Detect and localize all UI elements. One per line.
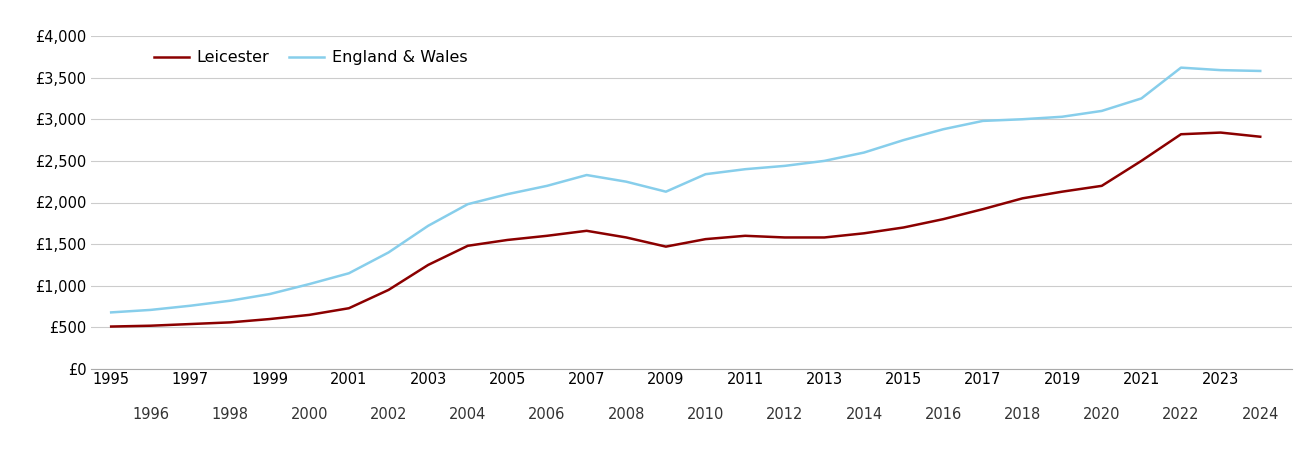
England & Wales <box>975 118 990 124</box>
England & Wales <box>658 189 673 194</box>
England & Wales <box>183 303 198 308</box>
Leicester <box>381 287 397 292</box>
Leicester <box>301 312 317 318</box>
Leicester <box>698 236 714 242</box>
England & Wales <box>737 166 753 172</box>
England & Wales <box>1134 96 1150 101</box>
Legend: Leicester, England & Wales: Leicester, England & Wales <box>147 44 474 72</box>
Line: England & Wales: England & Wales <box>111 68 1261 312</box>
England & Wales <box>420 223 436 229</box>
England & Wales <box>500 191 515 197</box>
Text: 2004: 2004 <box>449 407 487 422</box>
Leicester <box>936 216 951 222</box>
Leicester <box>895 225 911 230</box>
England & Wales <box>579 172 595 178</box>
Leicester <box>776 235 792 240</box>
Leicester <box>539 233 555 238</box>
Text: 2012: 2012 <box>766 407 804 422</box>
Text: 2010: 2010 <box>686 407 724 422</box>
England & Wales <box>817 158 833 164</box>
Leicester <box>1134 158 1150 164</box>
England & Wales <box>895 137 911 143</box>
England & Wales <box>1253 68 1268 74</box>
England & Wales <box>1212 68 1228 73</box>
Leicester <box>817 235 833 240</box>
Leicester <box>619 235 634 240</box>
Leicester <box>262 316 278 322</box>
Leicester <box>183 321 198 327</box>
Leicester <box>856 230 872 236</box>
Text: 1998: 1998 <box>211 407 248 422</box>
England & Wales <box>459 202 475 207</box>
Text: 2022: 2022 <box>1163 407 1199 422</box>
England & Wales <box>619 179 634 184</box>
Leicester <box>144 323 159 328</box>
Text: 2002: 2002 <box>369 407 407 422</box>
Text: 2016: 2016 <box>925 407 962 422</box>
England & Wales <box>1015 117 1031 122</box>
Leicester <box>579 228 595 234</box>
Leicester <box>658 244 673 249</box>
England & Wales <box>936 126 951 132</box>
Text: 2014: 2014 <box>846 407 882 422</box>
Leicester <box>1212 130 1228 135</box>
England & Wales <box>262 292 278 297</box>
England & Wales <box>776 163 792 169</box>
Leicester <box>420 262 436 268</box>
England & Wales <box>1054 114 1070 119</box>
England & Wales <box>341 270 356 276</box>
Text: 1996: 1996 <box>132 407 170 422</box>
England & Wales <box>698 171 714 177</box>
Leicester <box>1015 196 1031 201</box>
Leicester <box>1094 183 1109 189</box>
Text: 2006: 2006 <box>529 407 565 422</box>
Leicester <box>1054 189 1070 194</box>
Leicester <box>737 233 753 238</box>
England & Wales <box>381 250 397 255</box>
England & Wales <box>144 307 159 313</box>
England & Wales <box>103 310 119 315</box>
Text: 2018: 2018 <box>1004 407 1041 422</box>
Leicester <box>975 207 990 212</box>
Leicester <box>103 324 119 329</box>
Leicester <box>1173 131 1189 137</box>
Text: 2008: 2008 <box>608 407 645 422</box>
Leicester <box>341 306 356 311</box>
Text: 2024: 2024 <box>1241 407 1279 422</box>
England & Wales <box>301 281 317 287</box>
Leicester <box>222 320 238 325</box>
Leicester <box>1253 134 1268 140</box>
England & Wales <box>856 150 872 155</box>
Leicester <box>500 237 515 243</box>
Text: 2020: 2020 <box>1083 407 1121 422</box>
Text: 2000: 2000 <box>291 407 328 422</box>
Leicester <box>459 243 475 248</box>
Line: Leicester: Leicester <box>111 133 1261 327</box>
England & Wales <box>1094 108 1109 113</box>
England & Wales <box>539 183 555 189</box>
England & Wales <box>222 298 238 303</box>
England & Wales <box>1173 65 1189 70</box>
